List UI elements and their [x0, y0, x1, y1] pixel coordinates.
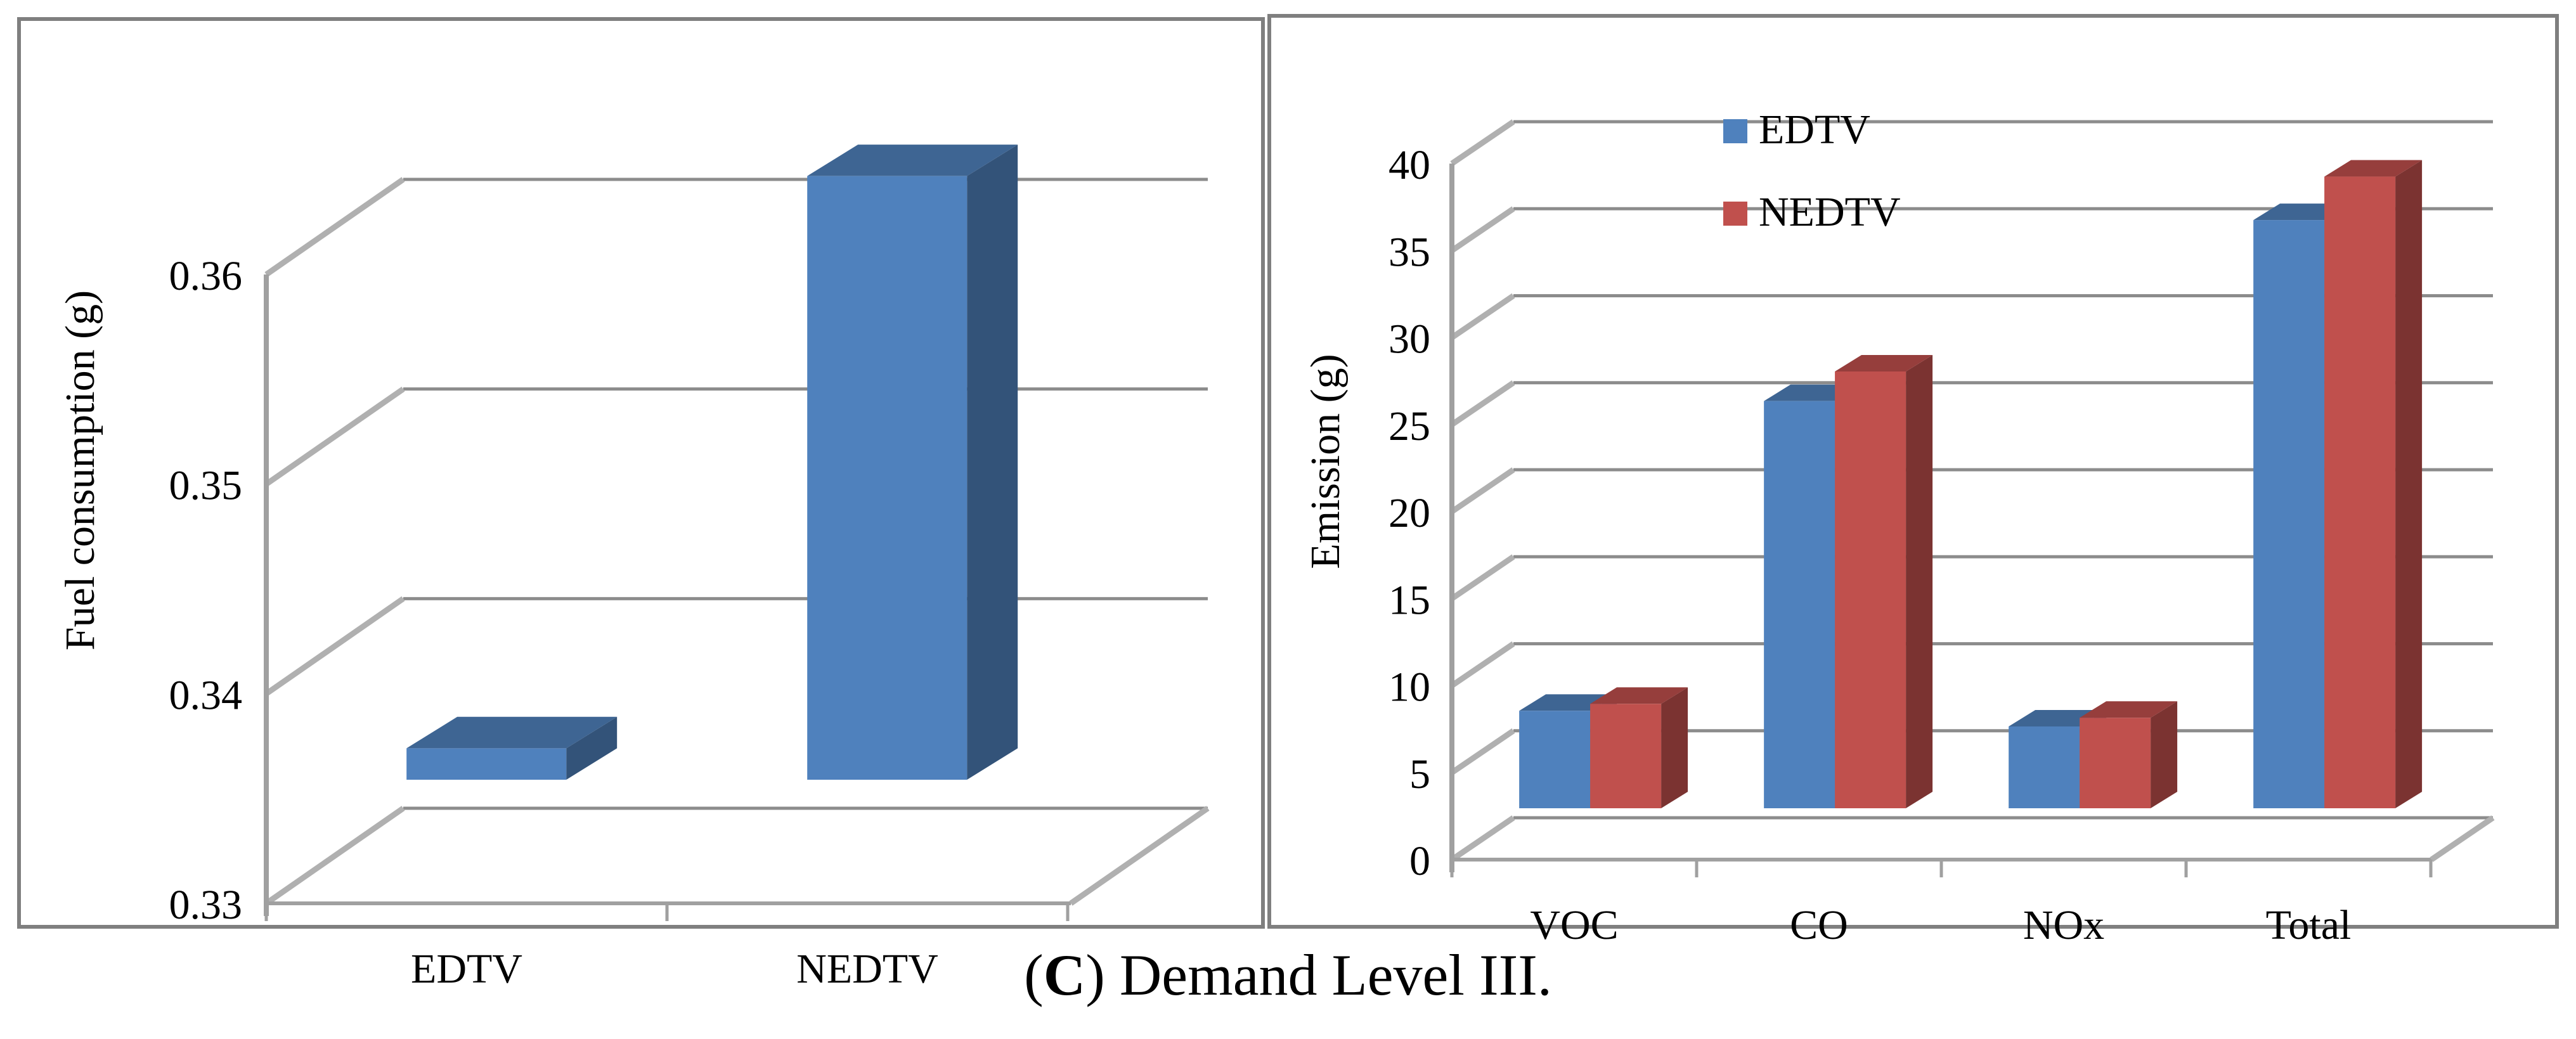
emission-x-label-total: Total	[2266, 902, 2352, 948]
emission-bar-co-nedtv-side	[1906, 354, 1933, 808]
emission-side-gridline	[1450, 380, 1515, 427]
emission-side-gridline	[1450, 206, 1515, 253]
emission-bar-voc-nedtv	[1590, 687, 1688, 808]
fuel-floor-edge	[1069, 806, 1210, 906]
fuel-side-gridline	[264, 596, 405, 697]
emission-side-gridline	[1450, 815, 1515, 862]
emission-x-label-co: CO	[1790, 902, 1848, 948]
emission-bar-nox-nedtv-top	[2080, 701, 2178, 718]
emission-y-tick-label: 35	[1388, 229, 1430, 275]
fuel-bar-nedtv-edtv	[807, 145, 1018, 780]
legend-swatch-edtv	[1723, 119, 1747, 143]
fuel-y-tick-label: 0.35	[169, 463, 243, 509]
emission-bar-co-nedtv	[1835, 354, 1933, 808]
emission-bar-voc-nedtv-side	[1661, 687, 1688, 808]
emission-side-gridline	[1450, 554, 1515, 601]
fuel-y-tick-label: 0.34	[169, 672, 243, 718]
emission-y-tick-label: 15	[1388, 577, 1430, 623]
emission-y-tick-label: 30	[1388, 316, 1430, 363]
fuel-side-gridline	[264, 806, 405, 906]
emission-y-tick-label: 20	[1388, 490, 1430, 536]
fuel-bar-edtv-edtv	[406, 716, 618, 780]
fuel-y-tick-label: 0.36	[169, 253, 243, 299]
emission-chart: 0 5 10 15 20 25 30 35 40 VOC CO NOx Total Emission …	[1302, 106, 2495, 948]
fuel-bar-edtv-edtv-top	[406, 716, 618, 749]
emission-x-label-nox: NOx	[2023, 902, 2104, 948]
emission-bar-total-nedtv	[2324, 160, 2423, 808]
legend-label-edtv: EDTV	[1759, 106, 1870, 153]
emission-y-axis-label: Emission (g)	[1302, 354, 1349, 569]
fuel-panel-frame	[17, 17, 1265, 929]
emission-bar-co-nedtv-top	[1835, 354, 1933, 372]
emission-y-tick-label: 5	[1409, 751, 1430, 797]
fuel-bar-nedtv-edtv-top	[807, 145, 1018, 176]
emission-bar-co-edtv-front	[1764, 401, 1835, 808]
emission-y-tick-label: 0	[1409, 838, 1430, 884]
emission-bar-total-nedtv-front	[2324, 176, 2396, 808]
emission-bar-co-nedtv-front	[1835, 371, 1906, 808]
emission-bar-nox-nedtv-side	[2151, 701, 2178, 808]
fuel-y-tick-label: 0.33	[169, 882, 243, 928]
emission-x-label-voc: VOC	[1530, 902, 1618, 948]
legend-label-nedtv: NEDTV	[1759, 189, 1901, 235]
fuel-x-label-edtv: EDTV	[411, 946, 522, 992]
emission-bar-voc-edtv-front	[1519, 711, 1591, 808]
fuel-side-gridline	[264, 177, 405, 277]
emission-side-gridline	[1450, 728, 1515, 775]
fuel-x-label-nedtv: NEDTV	[796, 946, 938, 992]
emission-bar-nox-nedtv-front	[2080, 718, 2151, 808]
caption-text: Demand Level III.	[1119, 943, 1552, 1007]
fuel-bar-nedtv-edtv-side	[967, 145, 1018, 780]
emission-side-gridline	[1450, 119, 1515, 166]
figure-caption: (C) Demand Level III.	[1024, 943, 1552, 1007]
caption-letter: C	[1043, 943, 1086, 1007]
legend: EDTV NEDTV	[1723, 106, 1901, 235]
fuel-y-axis-label: Fuel consumption (g)	[57, 290, 103, 650]
fuel-bar-edtv-edtv-side	[566, 716, 618, 780]
emission-bar-voc-nedtv-front	[1590, 704, 1662, 808]
legend-swatch-nedtv	[1723, 202, 1747, 226]
fuel-consumption-chart: 0.33 0.34 0.35 0.36 EDTV NEDTV Fuel consumpt…	[57, 145, 1210, 992]
fuel-side-gridline	[264, 386, 405, 487]
fuel-bar-edtv-edtv-front	[406, 748, 567, 780]
emission-side-gridline	[1450, 641, 1515, 688]
emission-bar-nox-edtv-front	[2009, 726, 2080, 808]
emission-bar-total-edtv-front	[2253, 220, 2325, 808]
emission-y-tick-label: 25	[1388, 403, 1430, 449]
emission-y-tick-label: 40	[1388, 142, 1430, 188]
fuel-bar-nedtv-edtv-front	[807, 176, 968, 780]
emission-side-gridline	[1450, 293, 1515, 340]
emission-floor-edge	[2430, 815, 2495, 862]
emission-side-gridline	[1450, 467, 1515, 514]
emission-bar-nox-nedtv	[2080, 701, 2178, 808]
emission-bar-total-nedtv-side	[2395, 160, 2423, 808]
emission-y-tick-label: 10	[1388, 664, 1430, 711]
emission-bar-voc-nedtv-top	[1590, 687, 1688, 704]
emission-bar-total-nedtv-top	[2324, 160, 2423, 177]
